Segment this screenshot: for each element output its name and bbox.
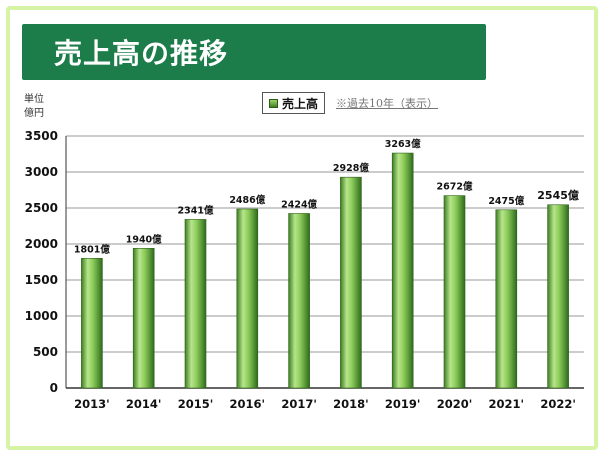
- bar: [184, 219, 207, 389]
- x-tick-label: 2021': [489, 397, 525, 411]
- bar-value-label: 2928億: [333, 162, 369, 174]
- y-tick-label: 500: [33, 345, 58, 359]
- bar-value-label: 2341億: [178, 204, 214, 216]
- bar: [340, 176, 362, 389]
- bar-value-label: 2475億: [488, 195, 524, 207]
- bar-value-label: 2672億: [437, 181, 473, 193]
- unit-label: 単位 億円: [24, 94, 44, 119]
- period-note: ※過去10年（表示）: [336, 97, 438, 110]
- bar: [547, 204, 569, 389]
- x-tick-label: 2020': [437, 397, 473, 411]
- x-tick-label: 2014': [126, 397, 162, 411]
- y-tick-label: 1500: [25, 273, 58, 287]
- bar-value-label: 2424億: [281, 198, 317, 210]
- bar: [443, 195, 466, 389]
- y-tick-label: 2000: [25, 237, 58, 251]
- title-bar: 売上高の推移: [22, 24, 486, 80]
- y-tick-label: 0: [50, 381, 58, 395]
- bar: [236, 208, 259, 389]
- y-tick-label: 3000: [25, 165, 58, 179]
- bar-value-label: 2545億: [537, 188, 579, 202]
- legend: 売上高: [262, 92, 326, 114]
- x-tick-label: 2022': [540, 397, 576, 411]
- page-title: 売上高の推移: [54, 37, 229, 70]
- bar: [391, 152, 414, 389]
- bar: [81, 258, 103, 389]
- bar-value-label: 1940億: [126, 233, 162, 245]
- x-tick-label: 2018': [333, 397, 369, 411]
- x-tick-label: 2017': [281, 397, 317, 411]
- legend-swatch: [269, 98, 278, 108]
- y-tick-label: 3500: [25, 129, 58, 143]
- bar-value-label: 2486億: [229, 194, 265, 206]
- x-tick-label: 2016': [230, 397, 266, 411]
- footer-tab: [422, 424, 586, 438]
- labels: 1801億 2013' 1940億 2014' 2341億 2015' 2486億 2016'…: [74, 138, 579, 411]
- bars: [81, 152, 569, 389]
- bar-value-label: 1801億: [74, 243, 110, 255]
- bar: [288, 213, 310, 389]
- y-tick-label: 1000: [25, 309, 58, 323]
- x-tick-label: 2019': [385, 397, 421, 411]
- bar: [132, 248, 155, 389]
- x-tick-label: 2013': [74, 397, 110, 411]
- x-tick-label: 2015': [178, 397, 214, 411]
- y-tick-label: 2500: [25, 201, 58, 215]
- legend-label: 売上高: [282, 96, 319, 111]
- bar-value-label: 3263億: [385, 138, 421, 150]
- bar: [495, 209, 518, 389]
